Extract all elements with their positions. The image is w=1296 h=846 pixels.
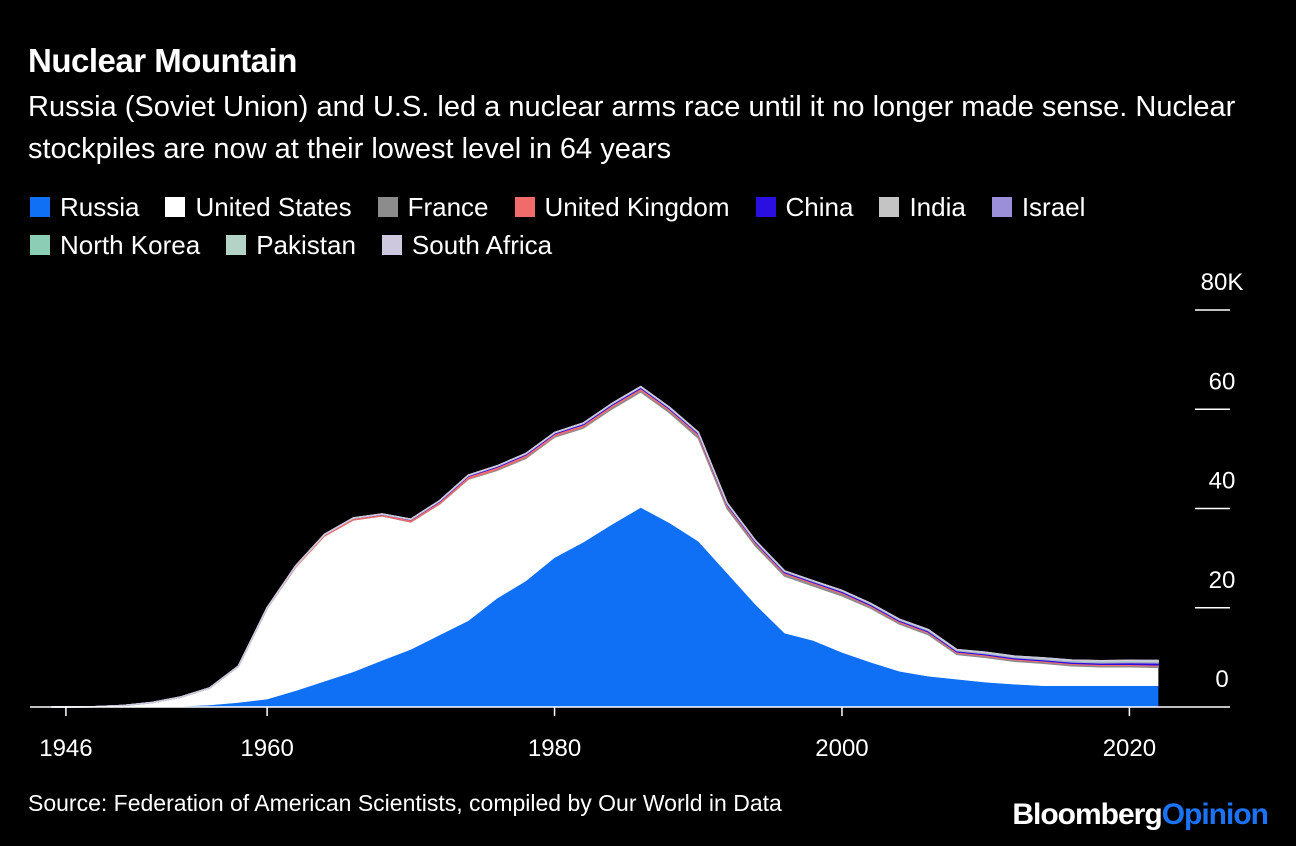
y-tick-label: 80K [1201,269,1244,296]
legend-swatch [879,197,900,217]
legend-item: Russia [30,188,139,226]
legend-item: South Africa [381,226,553,264]
x-tick-label: 2000 [815,735,868,762]
legend-item: India [879,188,966,226]
legend-item: Israel [991,188,1086,226]
legend-label: Russia [60,192,140,222]
legend-swatch [30,197,50,217]
brand-main: Bloomberg [1012,798,1162,831]
legend-label: United Kingdom [544,192,730,222]
legend-label: China [785,192,854,222]
legend-label: Israel [1021,192,1086,222]
legend-item: United Kingdom [514,188,730,226]
legend-swatch [226,235,247,255]
legend-swatch [381,235,402,255]
legend-swatch [165,197,186,217]
brand-sub: Opinion [1161,798,1269,831]
x-tick-label: 1946 [39,735,92,762]
legend-swatch [377,197,398,217]
legend-label: South Africa [411,230,553,260]
legend-item: United States [165,188,352,226]
legend-item: Pakistan [226,226,356,264]
legend-swatch [755,197,776,217]
y-tick-label: 60 [1209,368,1236,395]
legend-item: North Korea [30,226,200,264]
legend-label: France [407,192,489,222]
x-tick-label: 1980 [528,735,581,762]
chart-title: Nuclear Mountain [28,42,297,79]
source-note: Source: Federation of American Scientist… [28,790,782,816]
y-tick-label: 20 [1209,567,1236,594]
chart-subtitle: Russia (Soviet Union) and U.S. led a nuc… [28,91,1236,165]
x-tick-label: 2020 [1103,735,1156,762]
legend-item: France [377,188,489,226]
legend: Russia United States France United Kingdom C… [30,188,1230,264]
legend-label: United States [195,192,352,222]
legend-swatch [514,197,535,217]
area [51,385,1159,708]
legend-label: India [909,192,966,222]
legend-item: China [755,188,854,226]
y-tick-label: 40 [1209,468,1236,495]
legend-label: Pakistan [256,230,356,260]
brand: BloombergOpinion [1012,798,1269,832]
legend-swatch [991,197,1012,217]
y-tick-label: 0 [1215,666,1228,693]
legend-label: North Korea [60,230,201,260]
legend-swatch [30,235,50,255]
x-tick-label: 1960 [240,735,293,762]
